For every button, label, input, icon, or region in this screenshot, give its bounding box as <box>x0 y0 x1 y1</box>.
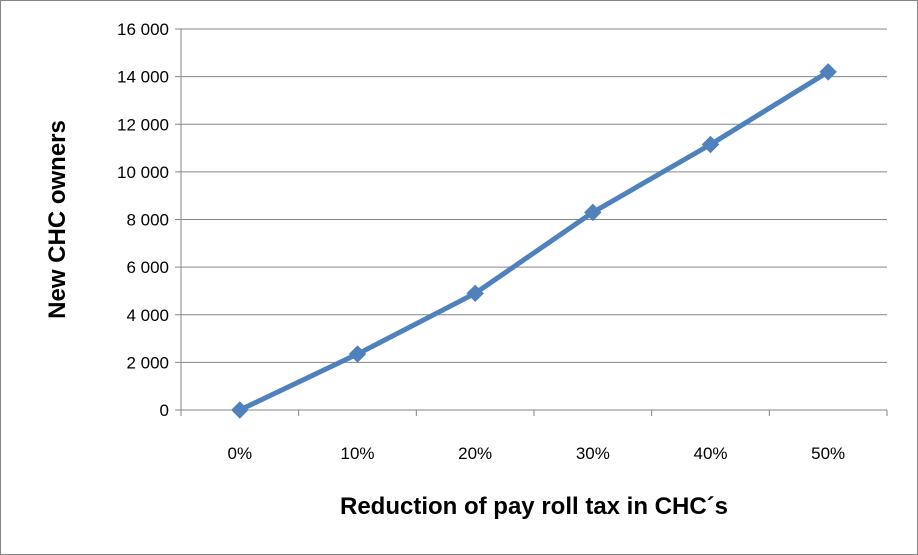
data-point <box>348 345 367 363</box>
axes <box>175 28 888 416</box>
x-tick-label: 20% <box>458 444 492 463</box>
x-tick-label: 0% <box>228 444 253 463</box>
y-axis-title: New CHC owners <box>44 120 71 319</box>
x-tick-label: 40% <box>693 444 727 463</box>
x-tick-label: 30% <box>576 444 610 463</box>
x-tick-label: 50% <box>811 444 845 463</box>
gridlines <box>181 28 887 363</box>
x-tick-label: 10% <box>340 444 374 463</box>
y-tick-label: 16 000 <box>117 20 169 39</box>
data-point <box>584 203 602 222</box>
series-line <box>237 69 831 413</box>
y-tick-label: 0 <box>160 401 169 420</box>
y-tick-labels: 0 2 000 4 000 6 000 8 000 10 000 12 000 14 000 1… <box>117 20 169 420</box>
data-point <box>701 135 720 154</box>
y-tick-label: 8 000 <box>126 211 169 230</box>
series-layer <box>231 63 837 419</box>
data-point <box>466 284 484 303</box>
y-tick-label: 12 000 <box>117 115 169 134</box>
y-tick-label: 14 000 <box>117 68 169 87</box>
y-tick-label: 4 000 <box>126 306 169 325</box>
y-tick-label: 6 000 <box>126 258 169 277</box>
data-point <box>231 401 249 419</box>
x-tick-labels: 0% 10% 20% 30% 40% 50% <box>228 444 846 463</box>
y-tick-label: 2 000 <box>126 353 169 372</box>
data-point <box>819 63 837 81</box>
y-tick-label: 10 000 <box>117 163 169 182</box>
x-axis-title: Reduction of pay roll tax in CHC´s <box>340 493 728 520</box>
